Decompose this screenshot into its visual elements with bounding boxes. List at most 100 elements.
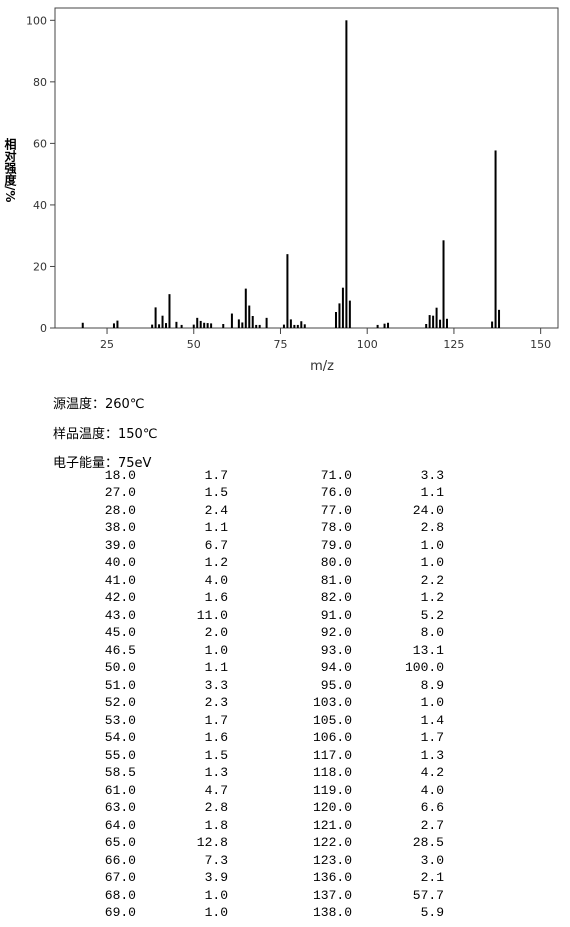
x-tick-label: 75	[273, 338, 287, 351]
peak	[425, 324, 428, 328]
chart: m/z 相对强度/% 0 20 40 60 80 100 25 50 75 100 125 150	[3, 7, 559, 374]
mz-cell: 117.0	[312, 747, 352, 763]
peak	[206, 323, 209, 328]
mz-cell: 82.0	[320, 590, 352, 606]
x-tick-label: 150	[530, 338, 551, 351]
mz-cell: 50.0	[104, 660, 136, 676]
intensity-cell: 1.1	[204, 520, 228, 536]
peak	[196, 317, 199, 328]
intensity-cell: 7.3	[204, 852, 228, 868]
peak	[341, 287, 344, 328]
intensity-cell: 11.0	[196, 607, 228, 623]
intensity-cell: 4.0	[204, 572, 228, 588]
intensity-cell: 8.0	[420, 625, 444, 641]
mz-cell: 53.0	[104, 712, 136, 728]
intensity-cell: 57.7	[412, 887, 444, 903]
intensity-cell: 5.2	[420, 607, 444, 623]
mz-cell: 123.0	[312, 852, 352, 868]
intensity-cell: 3.3	[420, 468, 444, 483]
intensity-cell: 1.1	[204, 660, 228, 676]
intensity-cell: 100.0	[404, 660, 444, 676]
intensity-cell: 12.8	[196, 835, 228, 851]
mz-cell: 136.0	[312, 870, 352, 886]
note: 电子能量：75eV	[53, 456, 152, 471]
peak	[251, 316, 254, 328]
intensity-cell: 13.1	[412, 642, 444, 658]
mz-cell: 79.0	[320, 537, 352, 553]
peak	[289, 319, 292, 328]
peak	[81, 322, 84, 328]
mz-cell: 95.0	[320, 677, 352, 693]
peak	[180, 324, 183, 328]
mz-cell: 94.0	[320, 660, 352, 676]
peak	[442, 240, 445, 328]
mz-cell: 18.0	[104, 468, 136, 483]
intensity-cell: 1.6	[204, 590, 228, 606]
mz-cell: 81.0	[320, 572, 352, 588]
mz-cell: 120.0	[312, 800, 352, 816]
peak	[376, 324, 379, 328]
peak	[265, 317, 268, 328]
mz-cell: 51.0	[104, 677, 136, 693]
peak	[300, 321, 303, 328]
intensity-cell: 1.1	[420, 485, 444, 501]
intensity-cell: 6.7	[204, 537, 228, 553]
peak	[494, 150, 497, 328]
intensity-cell: 1.7	[204, 712, 228, 728]
mz-cell: 42.0	[104, 590, 136, 606]
peak	[345, 20, 348, 329]
peak	[203, 322, 206, 328]
peak	[112, 323, 115, 328]
mz-cell: 27.0	[104, 485, 136, 501]
mz-cell: 138.0	[312, 905, 352, 920]
mz-cell: 61.0	[104, 782, 136, 798]
mz-cell: 65.0	[104, 835, 136, 851]
peak	[491, 321, 494, 328]
peak	[296, 324, 299, 328]
peak	[334, 312, 337, 328]
intensity-cell: 6.6	[420, 800, 444, 816]
peak	[286, 254, 289, 328]
peak	[387, 322, 390, 328]
intensity-cell: 1.0	[204, 887, 228, 903]
peak	[258, 324, 261, 328]
intensity-cell: 1.5	[204, 747, 228, 763]
peak	[348, 300, 351, 328]
y-tick-label: 20	[33, 260, 47, 273]
intensity-cell: 1.2	[204, 555, 228, 571]
peak	[383, 323, 386, 328]
mz-cell: 55.0	[104, 747, 136, 763]
mz-cell: 69.0	[104, 905, 136, 920]
intensity-cell: 1.7	[420, 730, 444, 746]
peak	[439, 319, 442, 328]
intensity-cell: 2.8	[420, 520, 444, 536]
y-tick-label: 80	[33, 76, 47, 89]
mz-cell: 118.0	[312, 765, 352, 781]
mz-cell: 40.0	[104, 555, 136, 571]
mz-cell: 92.0	[320, 625, 352, 641]
mz-cell: 106.0	[312, 730, 352, 746]
intensity-cell: 1.0	[420, 695, 444, 711]
intensity-cell: 1.5	[204, 485, 228, 501]
peak	[192, 324, 195, 328]
peak	[175, 321, 178, 328]
intensity-cell: 1.0	[420, 555, 444, 571]
intensity-cell: 3.0	[420, 852, 444, 868]
intensity-cell: 1.8	[204, 817, 228, 833]
mz-cell: 39.0	[104, 537, 136, 553]
y-tick-label: 100	[26, 14, 47, 27]
mz-cell: 119.0	[312, 782, 352, 798]
peak	[161, 315, 164, 328]
mz-cell: 122.0	[312, 835, 352, 851]
y-tick-label: 0	[40, 322, 47, 335]
peak	[244, 288, 247, 328]
intensity-cell: 4.2	[420, 765, 444, 781]
peak	[445, 318, 448, 328]
x-tick-label: 50	[187, 338, 201, 351]
intensity-cell: 2.7	[420, 817, 444, 833]
peak	[151, 324, 154, 328]
intensity-cell: 1.0	[420, 537, 444, 553]
mz-cell: 137.0	[312, 887, 352, 903]
y-tick-label: 40	[33, 199, 47, 212]
peak	[199, 320, 202, 328]
